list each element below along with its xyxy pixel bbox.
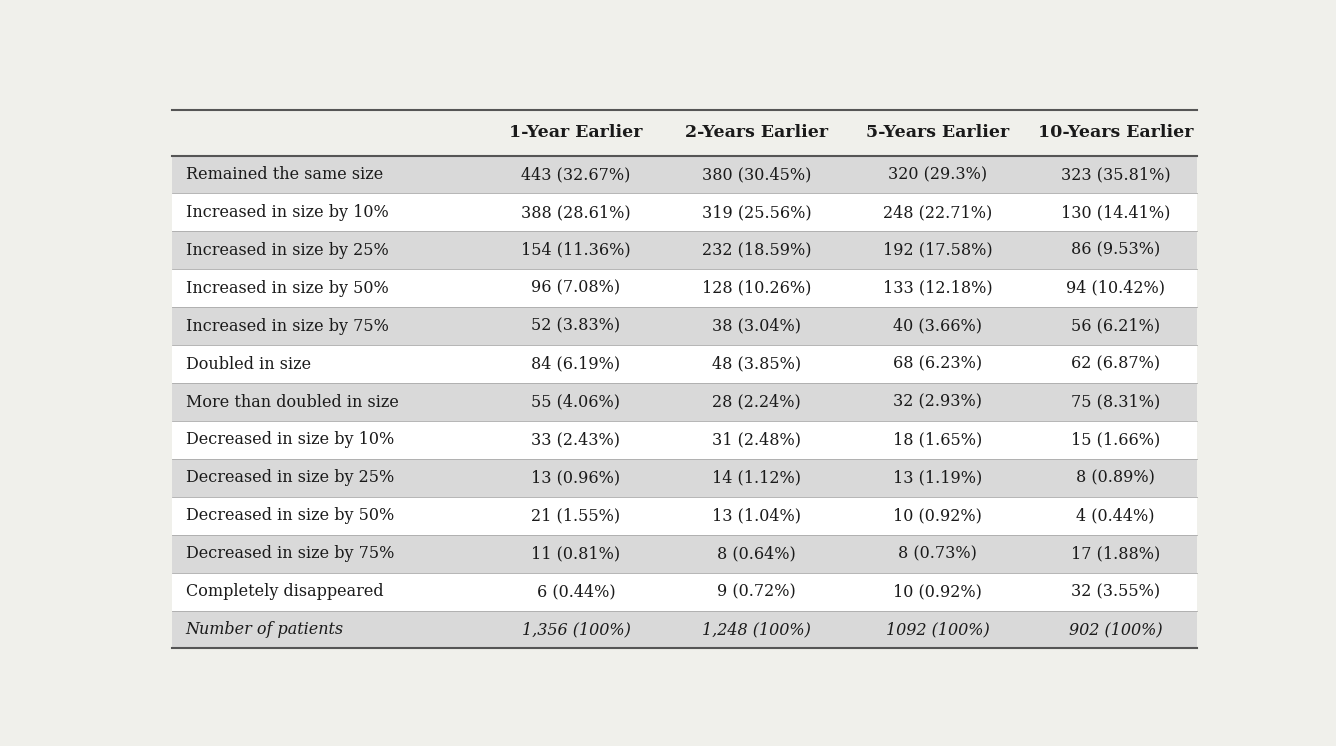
- Bar: [172, 269, 1197, 307]
- Text: Increased in size by 50%: Increased in size by 50%: [186, 280, 389, 297]
- Bar: [172, 459, 1197, 497]
- Text: 380 (30.45%): 380 (30.45%): [701, 166, 811, 183]
- Bar: [172, 497, 1197, 535]
- Bar: [172, 231, 1197, 269]
- Text: Increased in size by 25%: Increased in size by 25%: [186, 242, 389, 259]
- Text: 130 (14.41%): 130 (14.41%): [1061, 204, 1170, 221]
- Text: 11 (0.81%): 11 (0.81%): [532, 545, 620, 562]
- Text: 14 (1.12%): 14 (1.12%): [712, 469, 802, 486]
- Text: 10-Years Earlier: 10-Years Earlier: [1038, 124, 1193, 141]
- Text: 33 (2.43%): 33 (2.43%): [532, 431, 620, 448]
- Bar: [172, 110, 1197, 156]
- Text: 1-Year Earlier: 1-Year Earlier: [509, 124, 643, 141]
- Text: 56 (6.21%): 56 (6.21%): [1071, 318, 1160, 335]
- Text: 32 (3.55%): 32 (3.55%): [1071, 583, 1160, 600]
- Text: 75 (8.31%): 75 (8.31%): [1070, 393, 1160, 410]
- Text: 4 (0.44%): 4 (0.44%): [1077, 507, 1154, 524]
- Text: 154 (11.36%): 154 (11.36%): [521, 242, 631, 259]
- Text: 13 (0.96%): 13 (0.96%): [532, 469, 620, 486]
- Text: 320 (29.3%): 320 (29.3%): [888, 166, 987, 183]
- Text: 18 (1.65%): 18 (1.65%): [894, 431, 982, 448]
- Text: 248 (22.71%): 248 (22.71%): [883, 204, 993, 221]
- Text: Decreased in size by 50%: Decreased in size by 50%: [186, 507, 394, 524]
- Text: 28 (2.24%): 28 (2.24%): [712, 393, 802, 410]
- Text: 8 (0.73%): 8 (0.73%): [898, 545, 978, 562]
- Text: 48 (3.85%): 48 (3.85%): [712, 356, 802, 372]
- Text: 388 (28.61%): 388 (28.61%): [521, 204, 631, 221]
- Text: 86 (9.53%): 86 (9.53%): [1070, 242, 1160, 259]
- Text: 10 (0.92%): 10 (0.92%): [894, 507, 982, 524]
- Text: 133 (12.18%): 133 (12.18%): [883, 280, 993, 297]
- Text: 17 (1.88%): 17 (1.88%): [1070, 545, 1160, 562]
- Text: 62 (6.87%): 62 (6.87%): [1071, 356, 1160, 372]
- Text: 5-Years Earlier: 5-Years Earlier: [866, 124, 1010, 141]
- Bar: [172, 156, 1197, 193]
- Text: 1,248 (100%): 1,248 (100%): [703, 621, 811, 638]
- Text: 443 (32.67%): 443 (32.67%): [521, 166, 631, 183]
- Bar: [172, 535, 1197, 573]
- Bar: [172, 573, 1197, 610]
- Text: 8 (0.89%): 8 (0.89%): [1075, 469, 1154, 486]
- Text: 9 (0.72%): 9 (0.72%): [717, 583, 796, 600]
- Bar: [172, 345, 1197, 383]
- Text: 902 (100%): 902 (100%): [1069, 621, 1162, 638]
- Text: 13 (1.04%): 13 (1.04%): [712, 507, 802, 524]
- Text: 32 (2.93%): 32 (2.93%): [894, 393, 982, 410]
- Text: Completely disappeared: Completely disappeared: [186, 583, 383, 600]
- Text: 68 (6.23%): 68 (6.23%): [894, 356, 982, 372]
- Text: 192 (17.58%): 192 (17.58%): [883, 242, 993, 259]
- Text: Remained the same size: Remained the same size: [186, 166, 383, 183]
- Text: 40 (3.66%): 40 (3.66%): [894, 318, 982, 335]
- Text: 38 (3.04%): 38 (3.04%): [712, 318, 802, 335]
- Text: 31 (2.48%): 31 (2.48%): [712, 431, 802, 448]
- Text: 319 (25.56%): 319 (25.56%): [701, 204, 811, 221]
- Bar: [172, 193, 1197, 231]
- Text: 13 (1.19%): 13 (1.19%): [894, 469, 982, 486]
- Text: 10 (0.92%): 10 (0.92%): [894, 583, 982, 600]
- Text: 21 (1.55%): 21 (1.55%): [532, 507, 620, 524]
- Text: Decreased in size by 75%: Decreased in size by 75%: [186, 545, 394, 562]
- Text: 8 (0.64%): 8 (0.64%): [717, 545, 796, 562]
- Text: 2-Years Earlier: 2-Years Earlier: [685, 124, 828, 141]
- Text: 94 (10.42%): 94 (10.42%): [1066, 280, 1165, 297]
- Text: 6 (0.44%): 6 (0.44%): [537, 583, 616, 600]
- Text: 96 (7.08%): 96 (7.08%): [532, 280, 620, 297]
- Text: 1,356 (100%): 1,356 (100%): [521, 621, 631, 638]
- Text: Decreased in size by 25%: Decreased in size by 25%: [186, 469, 394, 486]
- Text: Number of patients: Number of patients: [186, 621, 343, 638]
- Text: More than doubled in size: More than doubled in size: [186, 393, 398, 410]
- Text: 232 (18.59%): 232 (18.59%): [701, 242, 811, 259]
- Bar: [172, 307, 1197, 345]
- Text: 52 (3.83%): 52 (3.83%): [532, 318, 620, 335]
- Text: Decreased in size by 10%: Decreased in size by 10%: [186, 431, 394, 448]
- Text: Doubled in size: Doubled in size: [186, 356, 311, 372]
- Text: 55 (4.06%): 55 (4.06%): [532, 393, 620, 410]
- Text: Increased in size by 75%: Increased in size by 75%: [186, 318, 389, 335]
- Text: 128 (10.26%): 128 (10.26%): [701, 280, 811, 297]
- Bar: [172, 421, 1197, 459]
- Bar: [172, 383, 1197, 421]
- Text: 323 (35.81%): 323 (35.81%): [1061, 166, 1170, 183]
- Text: 1092 (100%): 1092 (100%): [886, 621, 990, 638]
- Text: 84 (6.19%): 84 (6.19%): [532, 356, 620, 372]
- Text: 15 (1.66%): 15 (1.66%): [1070, 431, 1160, 448]
- Bar: [172, 610, 1197, 648]
- Text: Increased in size by 10%: Increased in size by 10%: [186, 204, 389, 221]
